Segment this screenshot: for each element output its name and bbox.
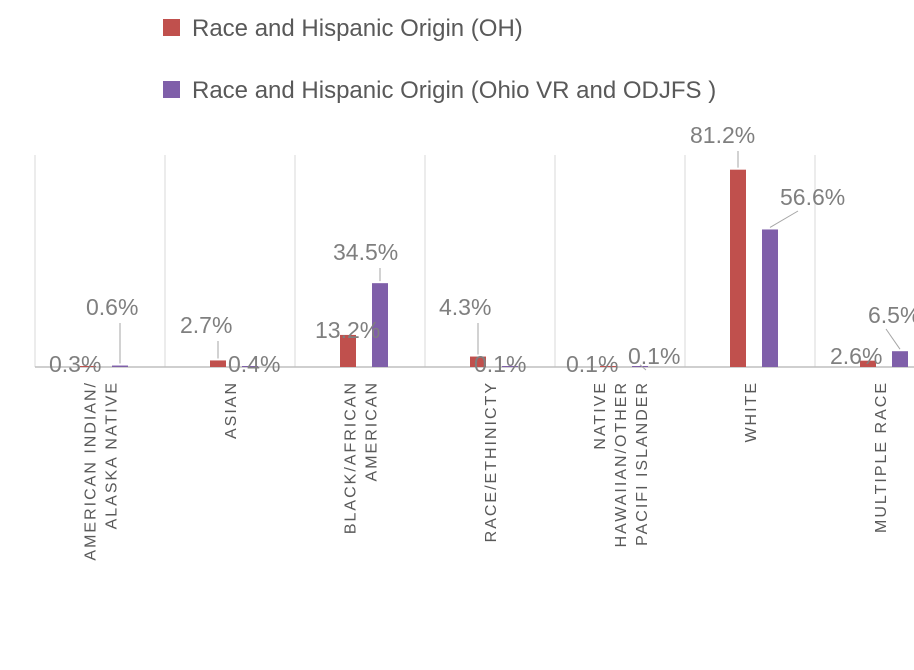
data-label-s1-c2: 34.5% xyxy=(333,239,398,265)
category-label-4-line-0: NATIVE xyxy=(592,381,609,450)
bar-s0-c2 xyxy=(340,334,356,367)
data-label-s0-c1: 2.7% xyxy=(180,312,232,338)
category-label-0-line-1: ALASKA NATIVE xyxy=(104,381,121,529)
data-label-s1-c4: 0.1% xyxy=(628,343,680,369)
category-label-2-line-0: BLACK/AFRICAN xyxy=(343,381,360,534)
legend-swatch-0 xyxy=(163,19,180,36)
data-label-s1-c6: 6.5% xyxy=(868,302,914,328)
category-label-4: NATIVE HAWAIIAN/OTHER PACIFI ISLANDER xyxy=(592,381,651,547)
category-label-1: ASIAN xyxy=(223,381,240,439)
leader-lines xyxy=(119,151,901,371)
bar-s1-c6 xyxy=(892,351,908,367)
legend: Race and Hispanic Origin (OH) Race and Hi… xyxy=(163,15,716,104)
data-label-s0-c5: 81.2% xyxy=(690,122,755,148)
data-label-s1-c3: 0.1% xyxy=(474,351,526,377)
bar-s1-c5 xyxy=(762,229,778,367)
category-label-2: BLACK/AFRICAN AMERICAN xyxy=(343,381,381,534)
data-label-s0-c3: 4.3% xyxy=(439,294,491,320)
category-label-1-line-0: ASIAN xyxy=(223,381,240,439)
data-label-s0-c6: 2.6% xyxy=(830,343,882,369)
data-labels: 0.3% 0.6% 2.7% 0.4% 13.2% 34.5% 4.3% 0.1% 0.1% 0.… xyxy=(49,122,914,377)
leader-s1-c5 xyxy=(769,210,799,228)
data-label-s1-c5: 56.6% xyxy=(780,184,845,210)
category-label-3-line-0: RACE/ETHINICTY xyxy=(483,381,500,542)
category-label-4-line-1: HAWAIIAN/OTHER xyxy=(613,381,630,547)
bar-s0-c3 xyxy=(470,356,486,367)
category-label-0: AMERICAN INDIAN/ALASKA NATIVE xyxy=(83,381,121,561)
bar-s0-c4 xyxy=(600,366,616,367)
data-label-s0-c0: 0.3% xyxy=(49,351,101,377)
bar-s1-c1 xyxy=(242,366,258,367)
legend-label-1: Race and Hispanic Origin (Ohio VR and OD… xyxy=(192,77,716,104)
bar-s0-c5 xyxy=(730,169,746,367)
category-label-5: WHITE xyxy=(743,381,760,443)
leader-s1-c4 xyxy=(639,364,647,371)
bar-s0-c1 xyxy=(210,360,226,367)
category-label-2-line-1: AMERICAN xyxy=(364,381,381,481)
bar-s1-c4 xyxy=(632,366,648,367)
category-label-3: RACE/ETHINICTY xyxy=(483,381,500,542)
legend-label-0: Race and Hispanic Origin (OH) xyxy=(192,15,523,42)
category-label-5-line-0: WHITE xyxy=(743,381,760,443)
bar-s1-c3 xyxy=(502,366,518,367)
data-label-s1-c0: 0.6% xyxy=(86,294,138,320)
category-labels: AMERICAN INDIAN/ALASKA NATIVE ASIAN BLACK/… xyxy=(83,381,891,561)
bars xyxy=(80,169,908,367)
category-label-4-line-2: PACIFI ISLANDER xyxy=(634,381,651,546)
bar-s0-c0 xyxy=(80,366,96,367)
category-label-6-line-0: MULTIPLE RACE xyxy=(873,381,890,533)
bar-s0-c6 xyxy=(860,360,876,367)
bar-s1-c0 xyxy=(112,365,128,367)
data-label-s0-c2: 13.2% xyxy=(315,317,380,343)
bar-s1-c2 xyxy=(372,283,388,367)
data-label-s1-c1: 0.4% xyxy=(228,351,280,377)
data-label-s0-c4: 0.1% xyxy=(566,351,618,377)
category-label-0-line-0: AMERICAN INDIAN/ xyxy=(83,381,100,561)
legend-swatch-1 xyxy=(163,81,180,98)
leader-s1-c6 xyxy=(885,328,901,350)
category-label-6: MULTIPLE RACE xyxy=(873,381,890,533)
